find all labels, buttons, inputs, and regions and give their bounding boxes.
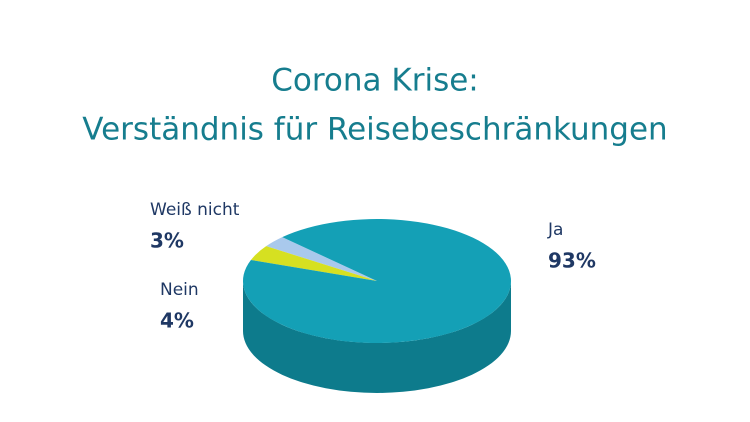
pie-side — [243, 281, 511, 393]
pie-slice — [266, 237, 377, 281]
chart-title: Corona Krise: — [271, 63, 479, 99]
chart-subtitle: Verständnis für Reisebeschränkungen — [82, 112, 667, 148]
category-label: Ja — [547, 220, 563, 240]
pie-slice — [243, 218, 512, 343]
value-label: 93% — [548, 249, 596, 273]
category-label: Nein — [160, 280, 199, 300]
value-label: 4% — [160, 309, 194, 333]
value-label: 3% — [150, 229, 184, 253]
pie-slice — [250, 246, 377, 281]
category-label: Weiß nicht — [150, 200, 240, 220]
